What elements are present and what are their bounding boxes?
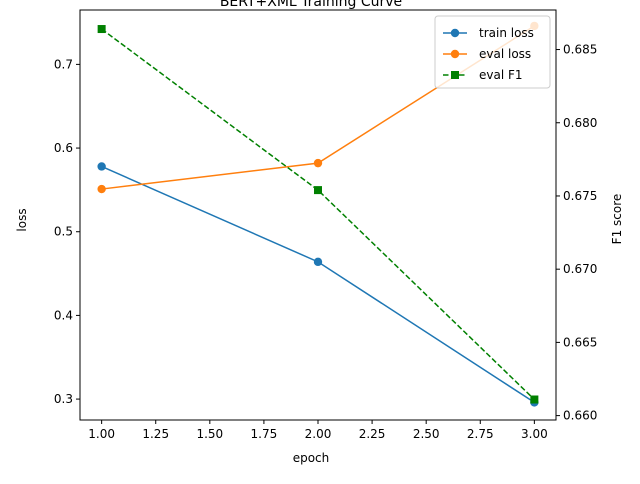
data-point-train-loss bbox=[313, 257, 323, 267]
x-axis: 1.00 1.25 1.50 1.75 2.00 2.25 2.50 2.75 3.00 bbox=[88, 420, 548, 441]
y2-axis-label: F1 score bbox=[610, 194, 624, 245]
y2-tick-label: 0.660 bbox=[563, 409, 597, 423]
x-tick-label: 1.25 bbox=[142, 427, 169, 441]
legend-marker-eval-loss bbox=[450, 49, 460, 59]
y-tick-label: 0.4 bbox=[54, 308, 73, 322]
y2-tick-label: 0.670 bbox=[563, 262, 597, 276]
x-tick-label: 2.50 bbox=[413, 427, 440, 441]
data-point-train-loss bbox=[97, 162, 106, 171]
legend-marker-train-loss bbox=[450, 28, 460, 38]
data-point-eval-loss bbox=[313, 158, 323, 168]
y-tick-label: 0.7 bbox=[54, 57, 73, 71]
y-axis-right: 0.660 0.665 0.670 0.675 0.680 0.685 bbox=[556, 43, 597, 423]
x-tick-label: 1.00 bbox=[88, 427, 115, 441]
x-tick-label: 2.25 bbox=[359, 427, 386, 441]
y-axis-left: 0.3 0.4 0.5 0.6 0.7 bbox=[54, 57, 80, 406]
y2-tick-label: 0.675 bbox=[563, 189, 597, 203]
x-tick-label: 2.75 bbox=[467, 427, 494, 441]
y-tick-label: 0.6 bbox=[54, 141, 73, 155]
y-axis-label: loss bbox=[15, 208, 29, 231]
y2-tick-label: 0.685 bbox=[563, 43, 597, 57]
data-point-eval-f1 bbox=[314, 186, 322, 195]
data-point-eval-loss bbox=[97, 184, 106, 194]
y-tick-label: 0.5 bbox=[54, 225, 73, 239]
chart-title: BERT+XML Training Curve bbox=[220, 0, 402, 10]
legend: train loss eval loss eval F1 bbox=[434, 15, 551, 89]
x-axis-label: epoch bbox=[293, 451, 330, 465]
legend-label-train-loss: train loss bbox=[479, 26, 534, 40]
data-point-eval-f1 bbox=[530, 395, 539, 404]
y2-tick-label: 0.665 bbox=[563, 335, 597, 349]
x-tick-label: 3.00 bbox=[521, 427, 548, 441]
y-tick-label: 0.3 bbox=[54, 392, 73, 406]
x-tick-label: 1.75 bbox=[251, 427, 278, 441]
series-line-train-loss bbox=[101, 165, 535, 404]
series-line-eval-f1 bbox=[101, 28, 535, 401]
y2-tick-label: 0.680 bbox=[563, 116, 597, 130]
legend-label-eval-loss: eval loss bbox=[479, 47, 531, 61]
legend-label-eval-f1: eval F1 bbox=[479, 68, 523, 82]
x-tick-label: 2.00 bbox=[305, 427, 332, 441]
legend-marker-eval-f1 bbox=[451, 71, 459, 79]
legend-box bbox=[434, 15, 551, 89]
x-tick-label: 1.50 bbox=[196, 427, 223, 441]
data-point-eval-f1 bbox=[97, 25, 106, 34]
